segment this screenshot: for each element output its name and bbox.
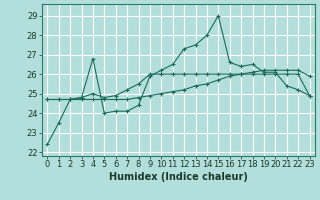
X-axis label: Humidex (Indice chaleur): Humidex (Indice chaleur): [109, 172, 248, 182]
